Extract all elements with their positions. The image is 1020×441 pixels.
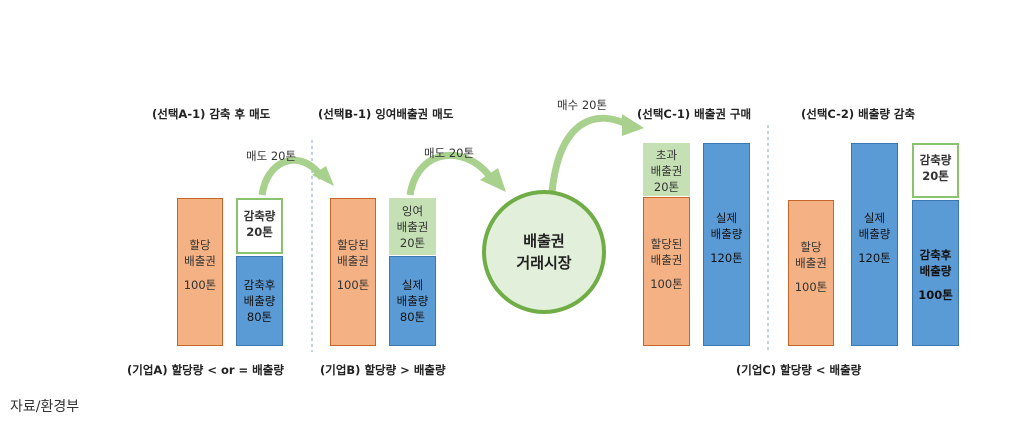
b-alloc-line1: 할당된 [337,238,369,252]
a-alloc-line1: 할당 [189,238,211,252]
b-alloc-amount: 100톤 [336,278,370,292]
b-actual-amount: 80톤 [399,310,426,324]
c2-actual-line1: 실제 [863,211,886,225]
a-alloc-amount: 100톤 [183,278,217,292]
a-alloc-bar: 할당 배출권 100톤 [177,198,223,346]
b-actual-line2: 배출량 [396,294,429,308]
a-reduced-line1: 감축량 [243,209,276,223]
c2-alloc-amount: 100톤 [794,280,828,294]
c2-reduced-line1: 감축량 [919,153,952,167]
arrow-b-curve [406,152,495,196]
c2-alloc-line2: 배출권 [795,256,827,270]
c2-after-amount: 100톤 [918,288,953,302]
title-c2: (선택C-2) 배출량 감축 [801,107,916,121]
c2-alloc-bar: 할당 배출권 100톤 [788,200,834,346]
c1-alloc-amount: 100톤 [650,277,683,291]
bottom-label-c: (기업C) 할당량 < 배출량 [736,363,862,377]
b-surplus-line1: 잉여 [401,204,424,218]
arrow-c-curve [548,114,630,193]
c2-after-bar: 감축후 배출량 100톤 [912,200,959,346]
arrow-a-label: 매도 20톤 [246,149,297,163]
b-actual-line1: 실제 [401,278,424,292]
c1-actual-line1: 실제 [715,211,738,225]
b-alloc-line2: 배출권 [337,254,369,268]
c1-actual-line2: 배출량 [710,227,743,241]
c1-actual-bar: 실제 배출량 120톤 [703,143,750,346]
c2-alloc-line1: 할당 [800,240,822,254]
c1-excess-line2: 배출권 [650,164,683,178]
c1-excess-line1: 초과 [655,148,678,162]
c1-excess-box: 초과 배출권 20톤 [643,143,690,196]
arrow-b-label: 매도 20톤 [424,146,475,160]
market-line1: 배출권 [523,232,565,250]
arrow-c-head [622,114,644,136]
market-line2: 거래시장 [516,254,572,272]
c2-reduced-box: 감축량 20톤 [912,143,959,198]
arrow-a-curve [258,156,325,196]
title-c1: (선택C-1) 배출권 구매 [637,107,752,121]
c2-actual-amount: 120톤 [858,251,891,265]
b-actual-bar: 실제 배출량 80톤 [389,256,436,346]
a-reduced-amount: 20톤 [246,225,273,239]
c1-alloc-line1: 할당된 [650,237,683,251]
b-alloc-bar: 할당된 배출권 100톤 [330,198,376,346]
c2-actual-bar: 실제 배출량 120톤 [851,143,898,346]
emission-market-circle: 배출권 거래시장 [482,190,606,314]
arrow-c-label: 매수 20톤 [557,98,608,112]
c1-alloc-line2: 배출권 [650,253,683,267]
a-alloc-line2: 배출권 [184,254,216,268]
b-surplus-line2: 배출권 [396,220,429,234]
c2-after-line2: 배출량 [919,264,952,278]
c2-reduced-amount: 20톤 [922,169,949,183]
a-after-bar: 감축후 배출량 80톤 [236,256,283,346]
c2-actual-line2: 배출량 [858,227,891,241]
a-after-line1: 감축후 [243,278,276,292]
c1-alloc-bar: 할당된 배출권 100톤 [643,197,690,346]
c2-after-line1: 감축후 [919,248,952,262]
c1-actual-amount: 120톤 [710,251,743,265]
a-after-line2: 배출량 [243,294,276,308]
source-caption: 자료/환경부 [10,399,80,415]
b-surplus-amount: 20톤 [399,236,426,250]
title-b1: (선택B-1) 잉여배출권 매도 [318,107,454,121]
bottom-label-b: (기업B) 할당량 > 배출량 [320,363,446,377]
arrow-b-head [480,168,506,192]
bottom-label-a: (기업A) 할당량 < or = 배출량 [127,363,284,377]
a-after-amount: 80톤 [246,310,273,324]
arrow-a-head [312,166,334,186]
c1-excess-amount: 20톤 [653,180,680,194]
a-reduced-box: 감축량 20톤 [236,198,283,254]
title-a1: (선택A-1) 감축 후 매도 [152,107,271,121]
b-surplus-box: 잉여 배출권 20톤 [389,198,436,255]
